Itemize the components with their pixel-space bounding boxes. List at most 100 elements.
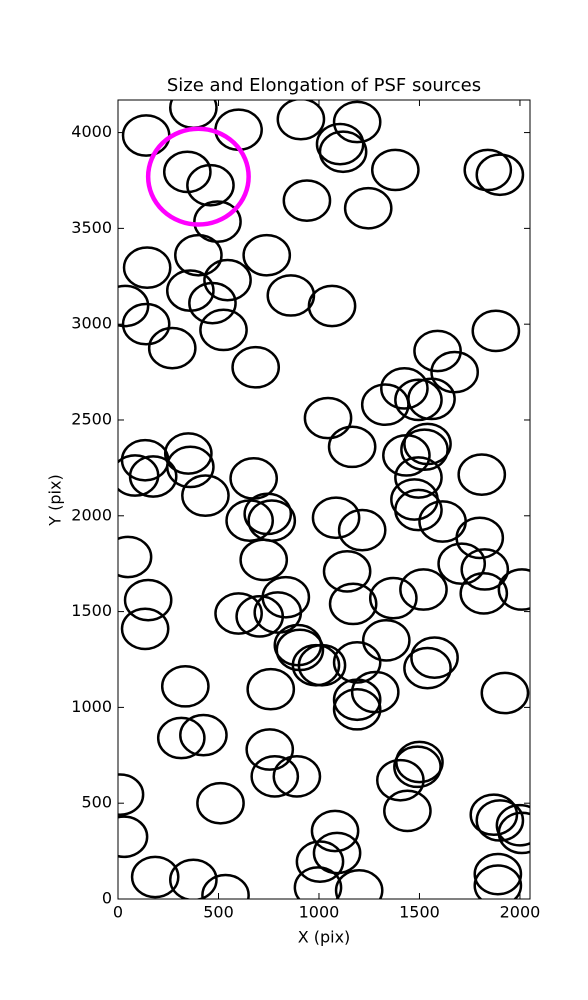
- psf-source: [203, 258, 252, 302]
- psf-source: [332, 640, 382, 684]
- psf-source: [334, 869, 384, 899]
- psf-source: [459, 572, 509, 615]
- psf-source: [393, 745, 442, 789]
- psf-source: [337, 508, 387, 552]
- psf-source: [410, 636, 459, 679]
- x-tick-label: 0: [113, 903, 123, 922]
- psf-source: [332, 678, 382, 722]
- psf-source: [242, 233, 292, 277]
- psf-source: [312, 831, 362, 875]
- psf-source: [469, 793, 519, 837]
- psf-source: [122, 246, 172, 290]
- psf-source: [201, 873, 250, 899]
- psf-source: [130, 855, 180, 899]
- psf-source: [188, 281, 237, 325]
- psf-source: [473, 864, 523, 899]
- psf-source: [380, 366, 429, 410]
- psf-source: [473, 852, 523, 896]
- psf-source: [437, 542, 487, 586]
- psf-source: [394, 378, 443, 422]
- psf-source: [118, 454, 160, 497]
- psf-source: [310, 809, 360, 853]
- y-tick-label: 1000: [71, 697, 112, 716]
- psf-source: [174, 233, 223, 277]
- psf-source: [282, 179, 332, 222]
- psf-source: [196, 781, 245, 825]
- psf-source: [118, 535, 153, 579]
- y-tick-label: 1500: [71, 601, 112, 620]
- x-tick-label: 500: [203, 903, 234, 922]
- psf-source: [455, 516, 505, 560]
- psf-source: [246, 667, 296, 711]
- psf-source: [332, 687, 382, 731]
- psf-source: [120, 607, 170, 651]
- psf-source: [471, 309, 521, 353]
- psf-source: [225, 499, 275, 542]
- psf-source: [156, 716, 206, 760]
- psf-source: [399, 568, 448, 611]
- psf-source: [118, 773, 145, 816]
- psf-source: [118, 815, 149, 859]
- psf-source: [322, 549, 372, 593]
- psf-source: [179, 713, 228, 757]
- y-axis-label: Y (pix): [46, 474, 65, 526]
- psf-source: [407, 377, 456, 421]
- psf-source: [475, 153, 525, 197]
- psf-source: [318, 130, 368, 174]
- psf-source: [169, 858, 218, 899]
- psf-source: [193, 200, 242, 244]
- psf-source: [250, 755, 300, 798]
- psf-source: [460, 548, 510, 591]
- psf-source: [303, 396, 353, 440]
- psf-source: [199, 308, 248, 352]
- psf-source: [463, 148, 513, 192]
- x-tick-label: 2000: [500, 903, 541, 922]
- psf-source: [327, 425, 377, 469]
- psf-source: [495, 803, 530, 847]
- psf-source: [272, 755, 322, 798]
- psf-source: [497, 568, 530, 611]
- plot-area: [118, 100, 530, 899]
- psf-source: [413, 329, 462, 373]
- psf-source: [123, 578, 173, 622]
- psf-source: [332, 100, 382, 144]
- psf-source: [457, 453, 507, 496]
- plot-frame: [117, 99, 531, 900]
- psf-source: [328, 582, 378, 626]
- y-tick-label: 500: [81, 793, 112, 812]
- psf-source: [311, 496, 361, 540]
- psf-source: [186, 163, 235, 207]
- psf-source: [480, 671, 530, 715]
- psf-source: [163, 432, 213, 475]
- x-axis-label: X (pix): [298, 928, 351, 947]
- y-tick-label: 3000: [71, 314, 112, 333]
- chart-title: Size and Elongation of PSF sources: [167, 75, 481, 96]
- psf-source: [253, 591, 303, 634]
- y-tick-label: 4000: [71, 122, 112, 141]
- psf-source: [160, 664, 210, 708]
- psf-source: [266, 274, 316, 317]
- psf-source: [181, 474, 230, 518]
- psf-source: [295, 840, 345, 884]
- psf-source: [245, 728, 295, 771]
- psf-source: [235, 595, 285, 638]
- psf-source: [368, 576, 418, 620]
- psf-source: [361, 618, 411, 662]
- y-tick-label: 2000: [71, 505, 112, 524]
- psf-source: [497, 811, 530, 855]
- psf-source: [293, 866, 343, 899]
- psf-source: [383, 789, 432, 833]
- psf-source: [297, 643, 347, 687]
- psf-source: [394, 488, 443, 532]
- x-tick-label: 1000: [299, 903, 340, 922]
- psf-source: [403, 646, 452, 690]
- psf-source: [147, 326, 197, 370]
- psf-source: [394, 456, 443, 499]
- psf-source: [370, 148, 420, 192]
- y-tick-label: 3500: [71, 218, 112, 237]
- psf-source: [307, 284, 357, 328]
- x-tick-label: 1500: [399, 903, 440, 922]
- psf-source: [395, 740, 444, 784]
